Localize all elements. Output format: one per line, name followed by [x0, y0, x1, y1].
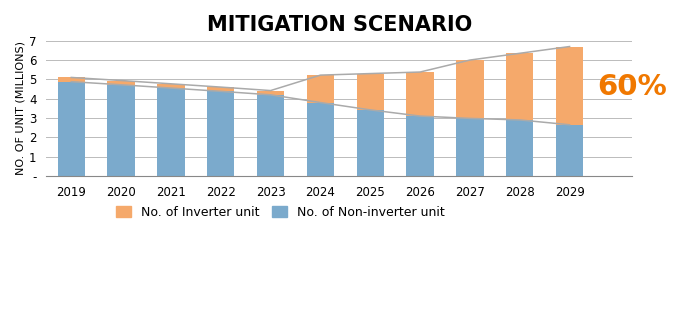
- Bar: [108, 80, 135, 85]
- Bar: [357, 110, 384, 176]
- Bar: [506, 53, 534, 120]
- Bar: [207, 91, 234, 176]
- Bar: [58, 82, 85, 176]
- Bar: [556, 46, 584, 125]
- Bar: [257, 90, 284, 95]
- Bar: [406, 116, 434, 176]
- Bar: [456, 118, 484, 176]
- Title: MITIGATION SCENARIO: MITIGATION SCENARIO: [206, 15, 472, 35]
- Bar: [406, 72, 434, 116]
- Bar: [158, 84, 185, 88]
- Text: 60%: 60%: [597, 73, 667, 101]
- Bar: [207, 87, 234, 91]
- Bar: [257, 95, 284, 176]
- Bar: [456, 60, 484, 118]
- Bar: [307, 75, 334, 103]
- Bar: [357, 74, 384, 110]
- Bar: [307, 103, 334, 176]
- Bar: [158, 88, 185, 176]
- Bar: [556, 125, 584, 176]
- Y-axis label: NO. OF UNIT (MILLIONS): NO. OF UNIT (MILLIONS): [15, 41, 25, 175]
- Bar: [506, 120, 534, 176]
- Bar: [58, 77, 85, 82]
- Bar: [108, 85, 135, 176]
- Legend: No. of Inverter unit, No. of Non-inverter unit: No. of Inverter unit, No. of Non-inverte…: [111, 201, 450, 224]
